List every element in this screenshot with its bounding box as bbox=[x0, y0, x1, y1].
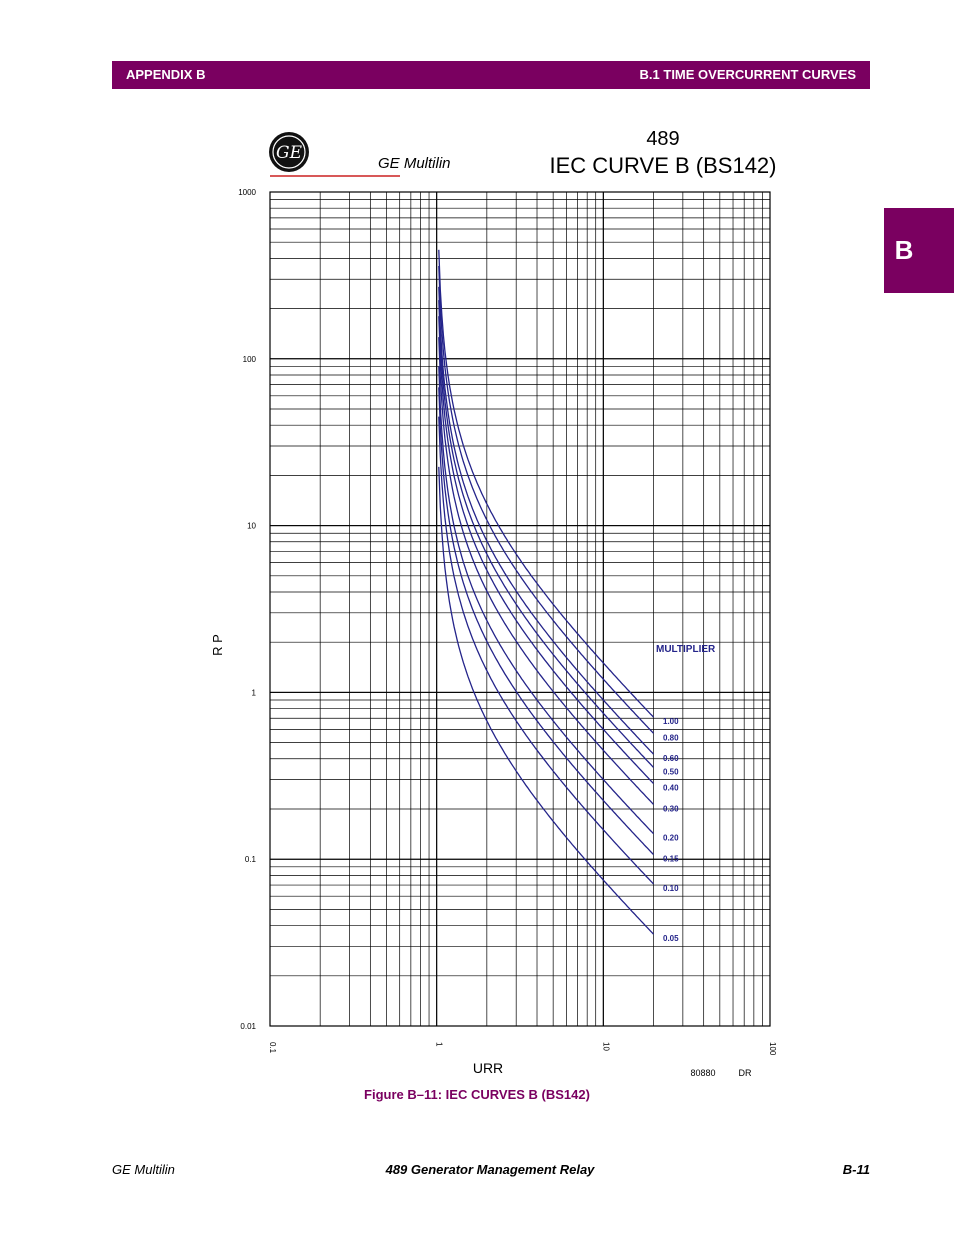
x-tick-label: 100 bbox=[768, 1042, 777, 1056]
legend-entry: 0.30 bbox=[663, 804, 679, 813]
legend-entry: 0.80 bbox=[663, 733, 679, 742]
curve-0-60 bbox=[438, 286, 654, 755]
x-tick-label: 1 bbox=[435, 1042, 444, 1047]
x-axis-label: URR bbox=[473, 1060, 503, 1076]
footer-page-number: B-11 bbox=[842, 1162, 870, 1177]
footer-company: GE Multilin bbox=[112, 1162, 175, 1177]
drawing-number: 80880 bbox=[690, 1068, 715, 1078]
curve-0-10 bbox=[438, 416, 654, 885]
curve-0-50 bbox=[438, 300, 654, 768]
footer-product: 489 Generator Management Relay bbox=[385, 1162, 595, 1177]
ge-logo: GE GE Multilin bbox=[269, 132, 451, 177]
curve-0-15 bbox=[438, 387, 654, 856]
curve-1-00 bbox=[438, 249, 654, 718]
y-tick-label: 10 bbox=[247, 522, 256, 531]
figure-title: IEC CURVE B (BS142) bbox=[549, 153, 776, 178]
ge-emblem-text: GE bbox=[276, 143, 303, 163]
legend-entry: 0.10 bbox=[663, 884, 679, 893]
curve-0-80 bbox=[438, 265, 654, 734]
y-tick-label: 0.1 bbox=[245, 855, 257, 864]
x-tick-label: 0.1 bbox=[268, 1042, 277, 1054]
appendix-label: APPENDIX B bbox=[126, 67, 206, 82]
curve-0-30 bbox=[438, 337, 654, 805]
appendix-tab[interactable]: B bbox=[884, 208, 954, 293]
y-tick-label: 0.01 bbox=[240, 1022, 256, 1031]
ge-emblem-ring bbox=[272, 135, 306, 169]
legend-entry: 0.20 bbox=[663, 834, 679, 843]
legend-entry: 0.05 bbox=[663, 934, 679, 943]
chart-grid bbox=[269, 191, 771, 1027]
curve-0-05 bbox=[438, 466, 654, 935]
chart-curves bbox=[438, 249, 654, 935]
appendix-tab-label: B bbox=[894, 235, 914, 265]
figure-title-number: 489 bbox=[646, 128, 679, 150]
curve-0-20 bbox=[438, 366, 654, 835]
drawing-suffix: DR bbox=[739, 1068, 752, 1078]
section-header: APPENDIX B B.1 TIME OVERCURRENT CURVES bbox=[112, 61, 870, 89]
legend-title: MULTIPLIER bbox=[656, 644, 716, 655]
chart-ticks: 1000 100 10 1 0.1 0.01 0.1 1 10 100 bbox=[238, 188, 777, 1056]
legend-entry: 1.00 bbox=[663, 717, 679, 726]
x-tick-label: 10 bbox=[601, 1042, 610, 1051]
legend-entry: 0.60 bbox=[663, 754, 679, 763]
brand-name: GE Multilin bbox=[378, 155, 451, 172]
figure-caption: Figure B–11: IEC CURVES B (BS142) bbox=[364, 1087, 590, 1102]
legend-entry: 0.15 bbox=[663, 855, 679, 864]
legend-entry: 0.50 bbox=[663, 767, 679, 776]
y-axis-label: R P bbox=[210, 634, 225, 656]
ge-emblem-icon bbox=[269, 132, 309, 172]
curve-0-40 bbox=[438, 316, 654, 784]
y-tick-label: 1000 bbox=[238, 188, 256, 197]
y-tick-label: 100 bbox=[243, 355, 257, 364]
legend-entry: 0.40 bbox=[663, 784, 679, 793]
section-title: B.1 TIME OVERCURRENT CURVES bbox=[639, 67, 856, 82]
chart-legend: MULTIPLIER 1.00 0.80 0.60 0.50 0.40 0.30 0.20 0.… bbox=[656, 644, 716, 943]
plot-frame bbox=[269, 191, 771, 1027]
y-tick-label: 1 bbox=[252, 688, 257, 697]
